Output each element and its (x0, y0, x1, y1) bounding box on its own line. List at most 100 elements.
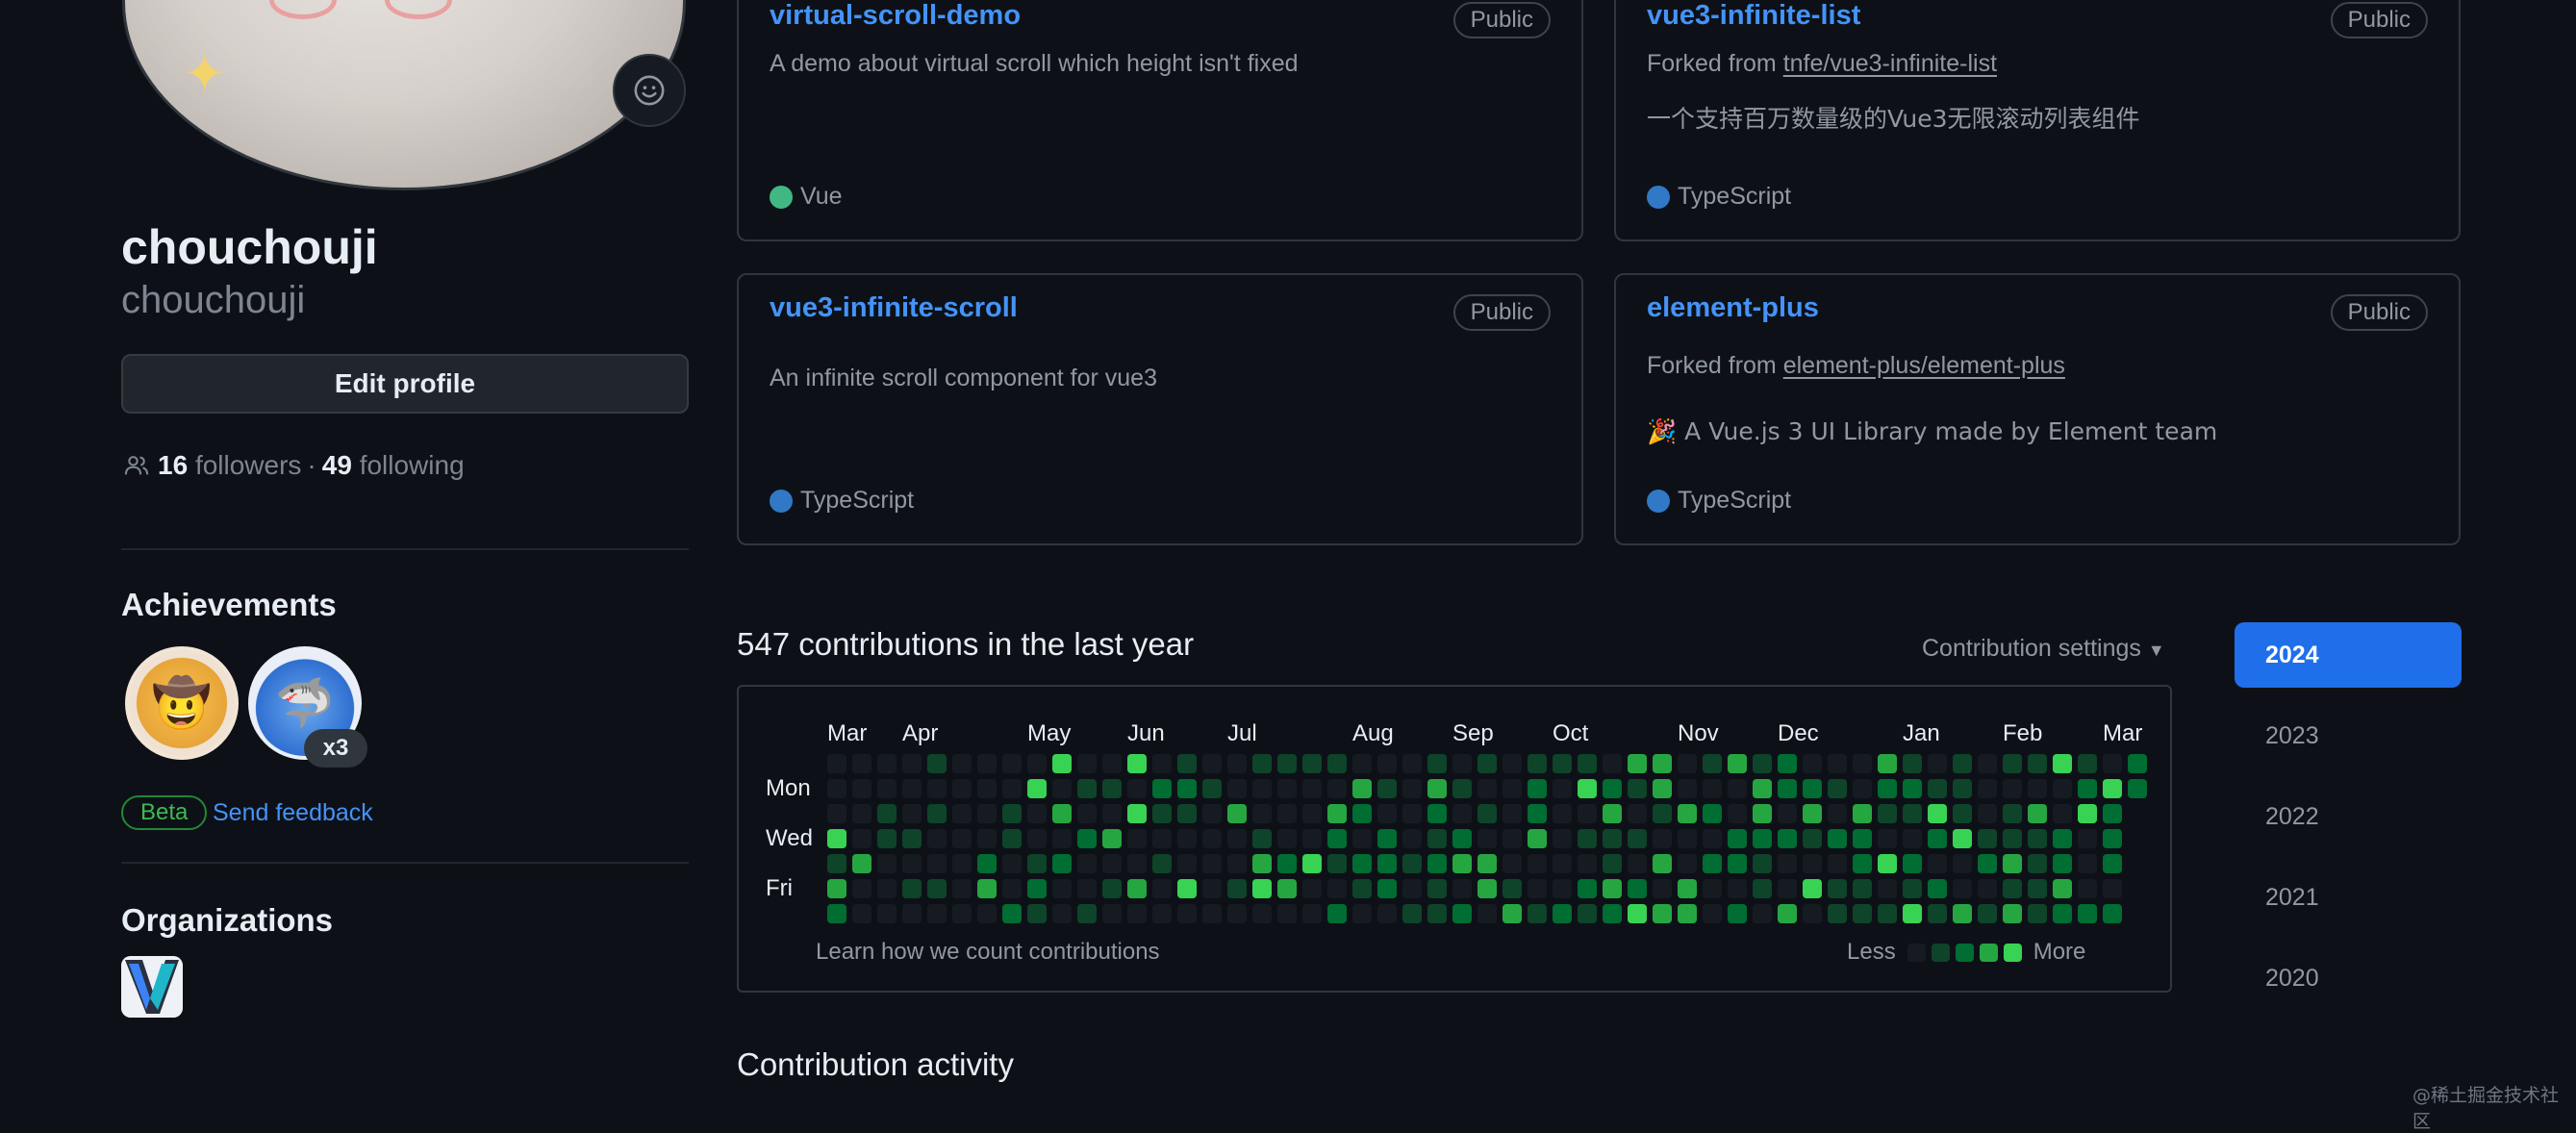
contribution-day-cell[interactable] (1828, 879, 1847, 898)
contribution-day-cell[interactable] (1603, 779, 1622, 798)
contribution-day-cell[interactable] (1978, 804, 1997, 823)
contribution-day-cell[interactable] (852, 754, 871, 773)
contribution-day-cell[interactable] (902, 754, 922, 773)
contribution-day-cell[interactable] (2053, 904, 2072, 923)
year-2023[interactable]: 2023 (2265, 721, 2319, 749)
contribution-day-cell[interactable] (1127, 904, 1147, 923)
contribution-day-cell[interactable] (1803, 754, 1822, 773)
contribution-day-cell[interactable] (1002, 854, 1022, 873)
year-2022[interactable]: 2022 (2265, 802, 2319, 830)
contribution-day-cell[interactable] (977, 804, 997, 823)
contribution-day-cell[interactable] (1778, 904, 1797, 923)
contribution-day-cell[interactable] (1703, 754, 1722, 773)
contribution-day-cell[interactable] (1302, 854, 1322, 873)
organization-avatar[interactable] (121, 956, 183, 1018)
contribution-day-cell[interactable] (1477, 829, 1497, 848)
contribution-day-cell[interactable] (1853, 804, 1872, 823)
contribution-day-cell[interactable] (952, 879, 972, 898)
contribution-day-cell[interactable] (1327, 754, 1347, 773)
contribution-day-cell[interactable] (1578, 854, 1597, 873)
contribution-day-cell[interactable] (1127, 804, 1147, 823)
contribution-day-cell[interactable] (902, 829, 922, 848)
contribution-day-cell[interactable] (1678, 879, 1697, 898)
contribution-day-cell[interactable] (1728, 904, 1747, 923)
contribution-day-cell[interactable] (1077, 829, 1097, 848)
contribution-day-cell[interactable] (1177, 754, 1197, 773)
contribution-day-cell[interactable] (1703, 879, 1722, 898)
contribution-day-cell[interactable] (1578, 754, 1597, 773)
contribution-day-cell[interactable] (2003, 779, 2022, 798)
contribution-day-cell[interactable] (1477, 854, 1497, 873)
contribution-day-cell[interactable] (852, 854, 871, 873)
contribution-day-cell[interactable] (2103, 804, 2122, 823)
contribution-day-cell[interactable] (902, 804, 922, 823)
contribution-day-cell[interactable] (2128, 779, 2147, 798)
contribution-day-cell[interactable] (1803, 879, 1822, 898)
contribution-day-cell[interactable] (1177, 854, 1197, 873)
contribution-day-cell[interactable] (1152, 804, 1172, 823)
contribution-day-cell[interactable] (827, 804, 846, 823)
contribution-day-cell[interactable] (977, 829, 997, 848)
contribution-day-cell[interactable] (1978, 754, 1997, 773)
contribution-day-cell[interactable] (1528, 754, 1547, 773)
contribution-day-cell[interactable] (1703, 854, 1722, 873)
contribution-day-cell[interactable] (1678, 904, 1697, 923)
contribution-day-cell[interactable] (952, 804, 972, 823)
contribution-day-cell[interactable] (1102, 879, 1122, 898)
contribution-day-cell[interactable] (1252, 904, 1272, 923)
contribution-day-cell[interactable] (1227, 754, 1247, 773)
contribution-day-cell[interactable] (1102, 779, 1122, 798)
contribution-day-cell[interactable] (1953, 904, 1972, 923)
year-2020[interactable]: 2020 (2265, 964, 2319, 992)
contribution-day-cell[interactable] (1402, 779, 1422, 798)
contribution-day-cell[interactable] (1227, 829, 1247, 848)
contribution-day-cell[interactable] (1152, 854, 1172, 873)
contribution-day-cell[interactable] (2078, 879, 2097, 898)
contribution-day-cell[interactable] (1978, 904, 1997, 923)
contribution-day-cell[interactable] (877, 854, 897, 873)
contribution-day-cell[interactable] (1352, 904, 1372, 923)
repo-name-link[interactable]: virtual-scroll-demo (770, 0, 1022, 31)
contribution-day-cell[interactable] (2028, 904, 2047, 923)
contribution-day-cell[interactable] (2003, 904, 2022, 923)
contribution-day-cell[interactable] (1302, 829, 1322, 848)
contribution-day-cell[interactable] (827, 754, 846, 773)
contribution-day-cell[interactable] (827, 904, 846, 923)
contribution-day-cell[interactable] (1903, 754, 1922, 773)
contribution-day-cell[interactable] (1953, 804, 1972, 823)
contribution-day-cell[interactable] (1853, 879, 1872, 898)
contribution-day-cell[interactable] (1327, 829, 1347, 848)
contribution-day-cell[interactable] (1978, 779, 1997, 798)
contribution-day-cell[interactable] (1277, 854, 1297, 873)
contribution-day-cell[interactable] (1753, 904, 1772, 923)
contribution-day-cell[interactable] (952, 854, 972, 873)
contribution-day-cell[interactable] (1753, 879, 1772, 898)
contribution-day-cell[interactable] (1152, 754, 1172, 773)
contribution-day-cell[interactable] (1578, 879, 1597, 898)
contribution-day-cell[interactable] (2003, 829, 2022, 848)
contribution-day-cell[interactable] (1077, 904, 1097, 923)
contribution-day-cell[interactable] (1778, 754, 1797, 773)
contribution-day-cell[interactable] (1452, 904, 1472, 923)
contribution-day-cell[interactable] (1277, 754, 1297, 773)
contribution-day-cell[interactable] (1427, 779, 1447, 798)
contribution-day-cell[interactable] (1653, 904, 1672, 923)
contribution-day-cell[interactable] (1878, 829, 1897, 848)
contribution-day-cell[interactable] (1377, 754, 1397, 773)
contribution-day-cell[interactable] (1803, 779, 1822, 798)
contribution-day-cell[interactable] (1202, 904, 1222, 923)
contribution-day-cell[interactable] (1077, 804, 1097, 823)
contribution-day-cell[interactable] (1653, 804, 1672, 823)
contribution-day-cell[interactable] (1553, 904, 1572, 923)
contribution-day-cell[interactable] (1728, 804, 1747, 823)
contribution-day-cell[interactable] (1002, 754, 1022, 773)
contribution-day-cell[interactable] (1753, 804, 1772, 823)
contribution-day-cell[interactable] (1803, 904, 1822, 923)
contribution-day-cell[interactable] (1678, 829, 1697, 848)
contribution-day-cell[interactable] (1828, 829, 1847, 848)
contribution-day-cell[interactable] (877, 779, 897, 798)
contribution-day-cell[interactable] (1252, 854, 1272, 873)
contribution-day-cell[interactable] (1452, 854, 1472, 873)
contribution-day-cell[interactable] (1452, 879, 1472, 898)
contribution-day-cell[interactable] (1177, 904, 1197, 923)
